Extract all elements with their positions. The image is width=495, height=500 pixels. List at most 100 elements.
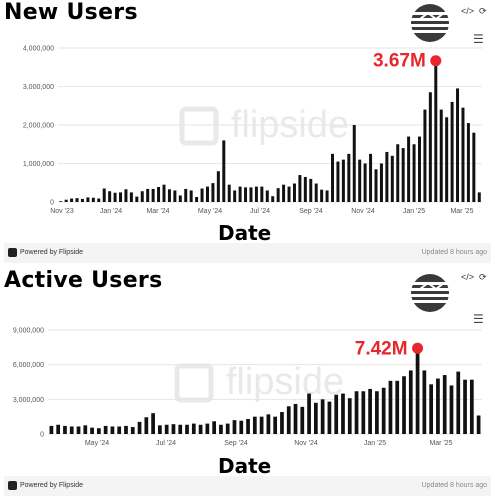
bar	[287, 186, 291, 202]
y-tick-label: 2,000,000	[23, 123, 54, 130]
bar	[469, 379, 474, 434]
logo-icon	[409, 274, 451, 312]
bar	[69, 426, 74, 434]
x-tick-label: Jul '24	[250, 208, 270, 215]
bar	[178, 424, 183, 434]
y-tick-label: 9,000,000	[13, 328, 44, 335]
chart-title: Active Users	[4, 268, 163, 293]
code-icon[interactable]: </>	[461, 6, 475, 16]
bar	[130, 427, 135, 434]
bar	[162, 184, 166, 202]
updated-text: Updated 8 hours ago	[421, 249, 487, 256]
x-tick-label: Jul '24	[156, 440, 176, 447]
bar	[325, 190, 329, 202]
menu-icon[interactable]: ☰	[473, 312, 484, 326]
bar	[313, 402, 318, 434]
bar	[239, 420, 244, 434]
bar	[265, 190, 269, 202]
bar	[352, 125, 356, 202]
bar	[171, 424, 176, 434]
bar	[327, 401, 332, 434]
bar	[314, 183, 318, 202]
bar	[233, 190, 237, 202]
bar	[347, 153, 351, 203]
bar	[157, 186, 161, 202]
new-users-panel: New Users </> ⟳ ☰ flipside 0 1,000,000 2,000…	[4, 0, 491, 263]
code-icon[interactable]: </>	[461, 272, 475, 282]
bar	[395, 380, 400, 434]
bar	[189, 190, 193, 202]
refresh-icon[interactable]: ⟳	[479, 272, 487, 282]
bar	[423, 109, 427, 202]
bar	[368, 388, 372, 434]
x-tick-label: Mar '25	[429, 440, 452, 447]
powered-by-link[interactable]: Powered by Flipside	[20, 249, 84, 256]
updated-text: Updated 8 hours ago	[421, 482, 487, 489]
bar	[200, 188, 204, 202]
bar	[361, 391, 366, 434]
bar	[146, 188, 150, 202]
bar	[252, 416, 257, 434]
bar	[442, 375, 447, 434]
bar	[303, 176, 307, 202]
bar	[298, 175, 302, 202]
powered-by-link[interactable]: Powered by Flipside	[20, 482, 84, 489]
bar	[91, 197, 95, 202]
bar	[407, 136, 411, 202]
bar	[434, 60, 438, 203]
y-tick-label: 4,000,000	[23, 46, 54, 53]
bar	[408, 370, 413, 434]
bar	[341, 159, 345, 202]
bar	[124, 425, 128, 434]
menu-icon[interactable]: ☰	[473, 32, 484, 46]
bar	[119, 192, 123, 203]
bar	[286, 406, 291, 434]
flipside-logo-icon	[8, 248, 17, 257]
bar	[388, 380, 393, 434]
bar	[205, 186, 209, 202]
x-tick-label: Mar '25	[450, 208, 473, 215]
callout-label: 7.42M	[355, 338, 408, 359]
bar	[124, 189, 128, 202]
bar	[86, 197, 90, 202]
bar	[222, 140, 226, 202]
bar	[151, 413, 155, 434]
bar	[334, 394, 339, 434]
bar	[254, 186, 258, 202]
x-tick-label: Sep '24	[299, 208, 323, 215]
watermark-icon	[174, 363, 214, 403]
bar	[379, 163, 383, 202]
bar	[49, 425, 54, 434]
bar	[282, 184, 286, 202]
bar	[56, 424, 61, 434]
bar	[293, 403, 298, 434]
x-axis-label: Date	[218, 454, 272, 478]
bar	[422, 370, 427, 434]
bar	[276, 188, 280, 202]
bar	[476, 415, 481, 434]
bar	[463, 379, 467, 434]
bar	[428, 92, 432, 202]
bar	[103, 425, 108, 434]
bar	[396, 144, 400, 202]
bar	[244, 187, 248, 202]
bar	[385, 151, 389, 202]
chart-title: New Users	[4, 0, 138, 25]
bar	[374, 169, 378, 202]
bar	[232, 420, 237, 434]
bar	[110, 426, 115, 434]
bar	[158, 425, 162, 434]
refresh-icon[interactable]: ⟳	[479, 6, 487, 16]
active-users-panel: Active Users </> ⟳ ☰ flipside 0 3,000,000 6,…	[0, 250, 495, 500]
bar	[164, 424, 169, 434]
bar	[472, 132, 476, 202]
bar	[113, 192, 117, 202]
x-tick-label: May '24	[85, 440, 109, 447]
bar	[412, 144, 416, 202]
watermark-text: flipside	[226, 361, 344, 403]
y-tick-label: 0	[50, 200, 54, 207]
bar	[456, 88, 460, 202]
bar	[341, 393, 345, 434]
bar	[198, 424, 203, 434]
bar	[381, 387, 386, 434]
